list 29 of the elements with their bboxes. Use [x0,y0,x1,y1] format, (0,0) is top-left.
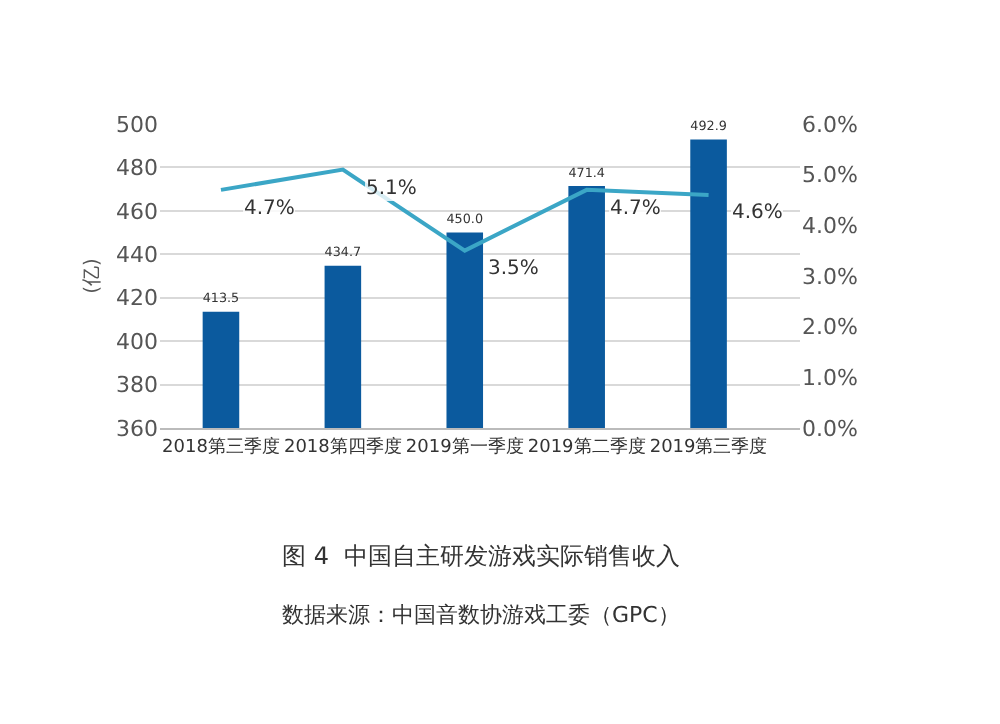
y2-tick-label: 6.0% [802,111,858,138]
data-label: 4.7% [244,198,295,220]
y2-tick-label: 1.0% [802,365,858,392]
y-axis-title: (亿) [82,258,104,294]
y2-tick-label: 3.0% [802,263,858,290]
y2-tick-label: 2.0% [802,314,858,341]
y2-tick-label: 5.0% [802,162,858,189]
data-label: 3.5% [488,258,539,280]
x-tick-label: 2019第一季度 [405,435,524,458]
x-tick-label: 2019第二季度 [527,435,646,458]
y-tick-label: 400 [116,328,158,355]
y-tick-label: 380 [116,372,158,399]
y-tick-label: 440 [116,241,158,268]
data-label: 5.1% [366,178,417,200]
x-tick-label: 2018第四季度 [283,435,402,458]
y2-tick-label: 0.0% [802,415,858,442]
line-series [218,167,711,253]
x-tick-label: 2018第三季度 [162,435,280,458]
y2-tick-label: 4.0% [802,213,858,240]
y-tick-label: 480 [116,155,158,182]
y-tick-label: 360 [116,415,158,442]
x-tick-label: 2019第三季度 [649,435,768,458]
y-tick-label: 420 [116,285,158,312]
y-tick-label: 500 [116,111,158,138]
source-note: 数据来源：中国音数协游戏工委（GPC） [282,602,680,628]
data-label: 4.7% [610,198,661,220]
data-label: 4.6% [732,202,783,224]
y-tick-label: 460 [116,198,158,225]
caption: 图 4 中国自主研发游戏实际销售收入 [282,542,681,570]
